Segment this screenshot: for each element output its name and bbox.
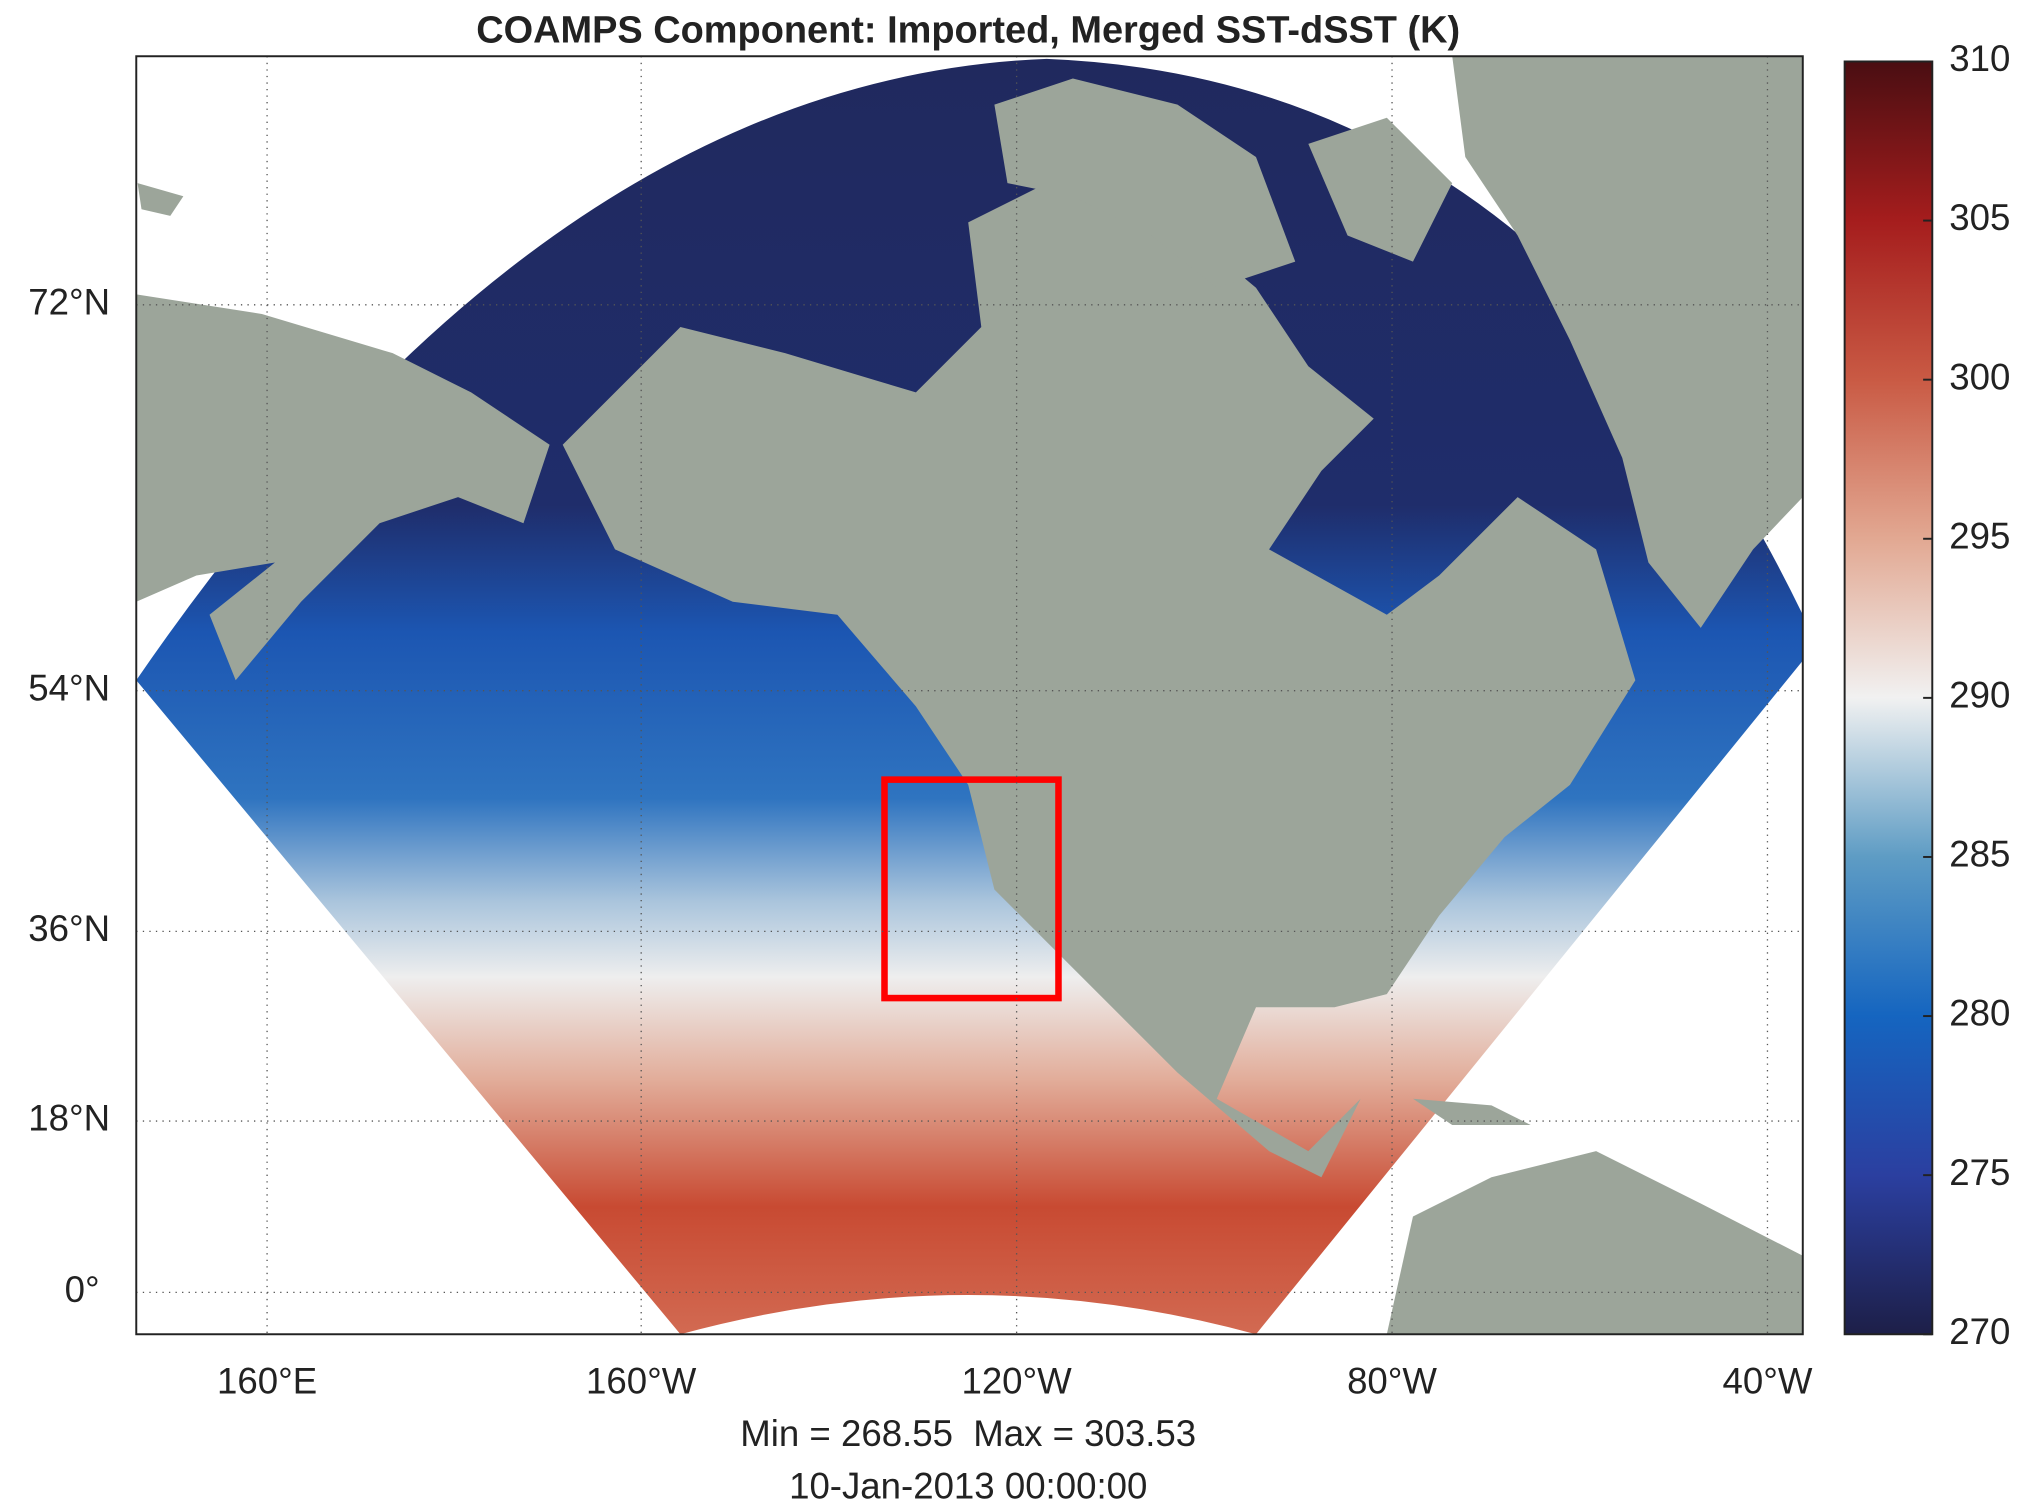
region-box bbox=[881, 776, 1062, 1002]
lat-label: 36°N bbox=[28, 908, 110, 949]
land bbox=[1386, 1151, 1803, 1335]
lon-label: 80°W bbox=[1347, 1361, 1437, 1402]
lon-label: 40°W bbox=[1723, 1361, 1813, 1402]
date: 10-Jan-2013 00:00:00 bbox=[789, 1465, 1147, 1503]
lon-label: 160°W bbox=[586, 1361, 697, 1402]
colorbar-tick-label: 310 bbox=[1949, 38, 2010, 79]
lat-label: 72°N bbox=[28, 281, 110, 322]
colorbar-tick-label: 295 bbox=[1949, 515, 2010, 556]
lat-labels: 72°N 54°N 36°N 18°N 0° bbox=[28, 281, 110, 1310]
lat-label: 54°N bbox=[28, 667, 110, 708]
land bbox=[136, 294, 550, 681]
lon-label: 160°E bbox=[217, 1361, 317, 1402]
colorbar-tick-label: 290 bbox=[1949, 675, 2010, 716]
colorbar-tick-label: 280 bbox=[1949, 993, 2010, 1034]
land bbox=[1308, 117, 1453, 262]
land bbox=[994, 78, 1296, 288]
colorbar-tick-label: 300 bbox=[1949, 356, 2010, 397]
land bbox=[1452, 56, 1803, 628]
colorbar: 270 275 280 285 290 295 300 305 310 bbox=[1843, 38, 2010, 1352]
land bbox=[137, 183, 184, 216]
colorbar-tick-label: 270 bbox=[1949, 1311, 2010, 1352]
colorbar-tick-label: 285 bbox=[1949, 834, 2010, 875]
colorbar-tick-label: 305 bbox=[1949, 197, 2010, 238]
map bbox=[136, 56, 1803, 1335]
lon-labels: 160°E 160°W 120°W 80°W 40°W bbox=[217, 1361, 1813, 1402]
map-frame bbox=[135, 55, 1804, 1336]
title: COAMPS Component: Imported, Merged SST-d… bbox=[476, 10, 1460, 52]
colorbar-scale bbox=[1843, 60, 1934, 1336]
land bbox=[562, 183, 1636, 1178]
lon-label: 120°W bbox=[961, 1361, 1072, 1402]
stats: Min = 268.55 Max = 303.53 bbox=[740, 1413, 1196, 1454]
lat-label: 0° bbox=[65, 1269, 100, 1310]
colorbar-tick-label: 275 bbox=[1949, 1152, 2010, 1193]
lat-label: 18°N bbox=[28, 1098, 110, 1139]
